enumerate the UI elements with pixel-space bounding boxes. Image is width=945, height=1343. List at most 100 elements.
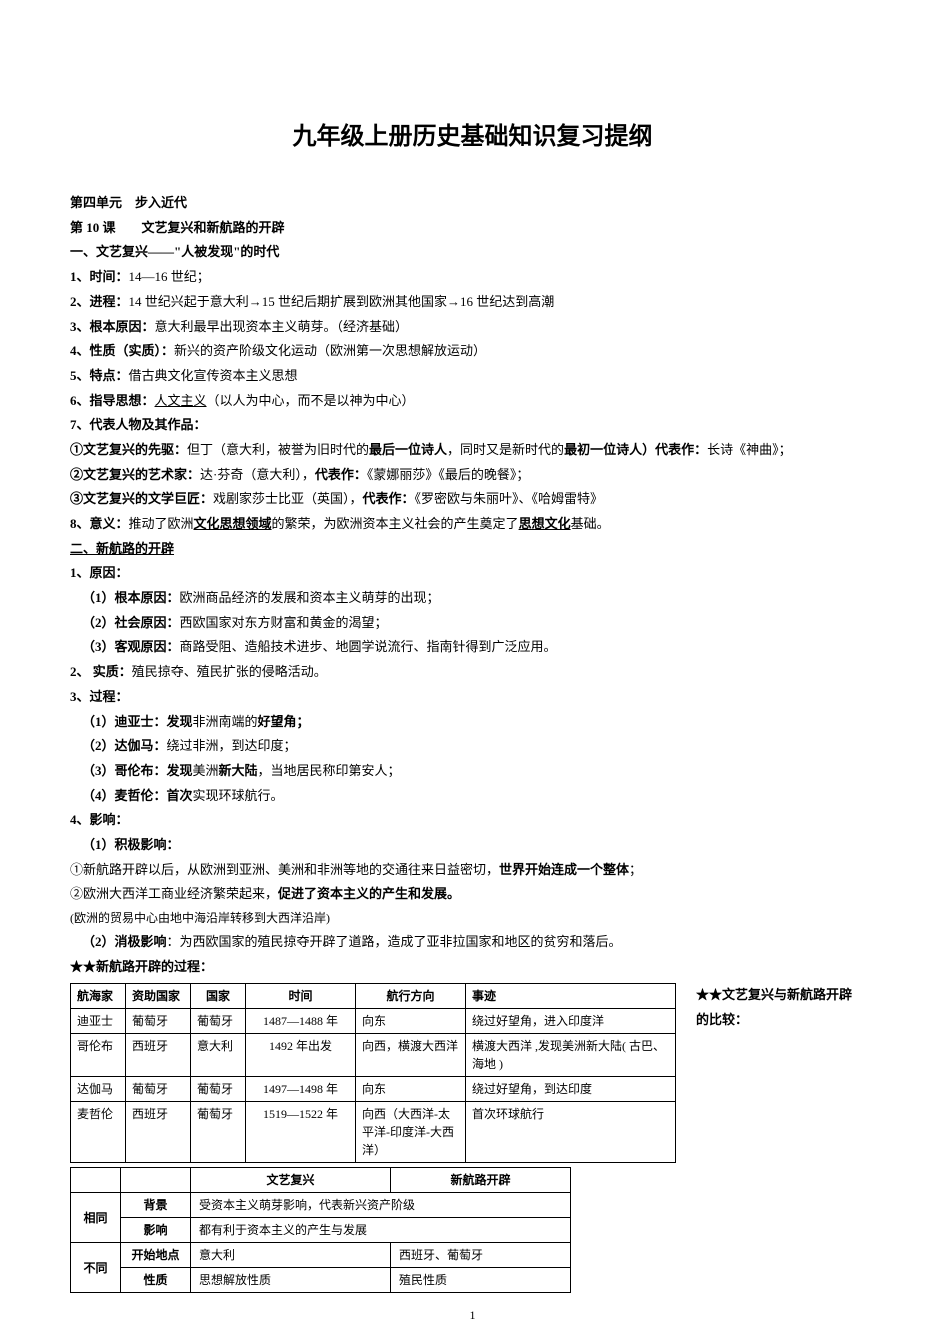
group-cell: 相同 xyxy=(71,1193,121,1243)
table-header: 新航路开辟 xyxy=(391,1168,571,1193)
text: 欧洲商品经济的发展和资本主义萌芽的出现； xyxy=(180,590,440,605)
label-cell: 开始地点 xyxy=(121,1243,191,1268)
emph: 新大陆 xyxy=(219,763,258,778)
comparison-table: 文艺复兴新航路开辟相同背景受资本主义萌芽影响，代表新兴资产阶级影响都有利于资本主… xyxy=(70,1167,571,1293)
text: ； xyxy=(629,862,642,877)
q1c: （3）客观原因：商路受阻、造船技术进步、地圆学说流行、指南针得到广泛应用。 xyxy=(82,635,875,660)
table-header: 资助国家 xyxy=(126,984,191,1009)
emph: 促进了资本主义的产生和发展。 xyxy=(278,886,460,901)
table-cell: 达伽马 xyxy=(71,1077,126,1102)
q4b: （2）消极影响：为西欧国家的殖民掠夺开辟了道路，造成了亚非拉国家和地区的贫穷和落… xyxy=(82,930,875,955)
text: 绕过非洲，到达印度； xyxy=(167,738,297,753)
table-row-wrap: 航海家资助国家国家时间航行方向事迹迪亚士葡萄牙葡萄牙1487—1488 年向东绕… xyxy=(70,979,875,1163)
label-cell: 背景 xyxy=(121,1193,191,1218)
table1-caption: ★★新航路开辟的过程： xyxy=(70,955,875,980)
emph: 好望角； xyxy=(258,714,310,729)
label: ②文艺复兴的艺术家： xyxy=(70,467,200,482)
table-cell: 西班牙 xyxy=(126,1102,191,1163)
text: 《蒙娜丽莎》《最后的晚餐》； xyxy=(367,467,530,482)
table-header xyxy=(71,1168,121,1193)
table-cell: 向东 xyxy=(356,1077,466,1102)
table-cell: 西班牙 xyxy=(126,1034,191,1077)
table-cell: 绕过好望角，到达印度 xyxy=(466,1077,676,1102)
table-cell: 思想解放性质 xyxy=(191,1268,391,1293)
point-4: 4、性质（实质）：新兴的资产阶级文化运动（欧洲第一次思想解放运动） xyxy=(70,339,875,364)
navigators-table: 航海家资助国家国家时间航行方向事迹迪亚士葡萄牙葡萄牙1487—1488 年向东绕… xyxy=(70,983,676,1163)
q1: 1、原因： xyxy=(70,561,875,586)
section2-heading: 二、新航路的开辟 xyxy=(70,537,875,562)
table-cell: 首次环球航行 xyxy=(466,1102,676,1163)
point-8: 8、意义：推动了欧洲文化思想领域的繁荣，为欧洲资本主义社会的产生奠定了思想文化基… xyxy=(70,512,875,537)
label: 6、指导思想： xyxy=(70,393,155,408)
text: ①新航路开辟以后，从欧洲到亚洲、美洲和非洲等地的交通往来日益密切， xyxy=(70,862,499,877)
point-7b: ②文艺复兴的艺术家：达·芬奇（意大利），代表作：《蒙娜丽莎》《最后的晚餐》； xyxy=(70,463,875,488)
q3a: （1）迪亚士：发现非洲南端的好望角； xyxy=(82,710,875,735)
table-cell: 哥伦布 xyxy=(71,1034,126,1077)
table-header: 国家 xyxy=(191,984,246,1009)
emph: 最初一位诗人 xyxy=(564,442,642,457)
text: 殖民掠夺、殖民扩张的侵略活动。 xyxy=(132,664,327,679)
label: 3、根本原因： xyxy=(70,319,155,334)
table-cell: 殖民性质 xyxy=(391,1268,571,1293)
q3: 3、过程： xyxy=(70,685,875,710)
emph: 最后一位诗人 xyxy=(369,442,447,457)
emph: 代表作： xyxy=(315,467,367,482)
q4a3: (欧洲的贸易中心由地中海沿岸转移到大西洋沿岸) xyxy=(70,907,875,930)
text: 实现环球航行。 xyxy=(193,788,284,803)
emph: 文化思想领域 xyxy=(194,516,272,531)
text: 14 世纪兴起于意大利→15 世纪后期扩展到欧洲其他国家→16 世纪达到高潮 xyxy=(129,294,555,309)
point-2: 2、进程：14 世纪兴起于意大利→15 世纪后期扩展到欧洲其他国家→16 世纪达… xyxy=(70,290,875,315)
text: 14—16 世纪； xyxy=(129,269,210,284)
table-header: 事迹 xyxy=(466,984,676,1009)
table-cell: 1519—1522 年 xyxy=(246,1102,356,1163)
text: 基础。 xyxy=(571,516,610,531)
point-5: 5、特点：借古典文化宣传资本主义思想 xyxy=(70,364,875,389)
text: 借古典文化宣传资本主义思想 xyxy=(129,368,298,383)
emph: 代表作： xyxy=(363,491,415,506)
q4: 4、影响： xyxy=(70,808,875,833)
table-cell: 绕过好望角，进入印度洋 xyxy=(466,1009,676,1034)
q3b: （2）达伽马：绕过非洲，到达印度； xyxy=(82,734,875,759)
table-cell: 迪亚士 xyxy=(71,1009,126,1034)
lesson-heading: 第 10 课 文艺复兴和新航路的开辟 xyxy=(70,216,875,241)
q1a: （1）根本原因：欧洲商品经济的发展和资本主义萌芽的出现； xyxy=(82,586,875,611)
label: （4）麦哲伦：首次 xyxy=(82,788,193,803)
emph: 世界开始连成一个整体 xyxy=(499,862,629,877)
text: ②欧洲大西洋工商业经济繁荣起来， xyxy=(70,886,278,901)
text: 但丁（意大利，被誉为旧时代的 xyxy=(187,442,369,457)
table-cell: 向西，横渡大西洋 xyxy=(356,1034,466,1077)
table-cell: 葡萄牙 xyxy=(191,1009,246,1034)
table-cell: 横渡大西洋 ,发现美洲新大陆( 古巴、海地 ) xyxy=(466,1034,676,1077)
table-header xyxy=(121,1168,191,1193)
table-cell: 向西（大西洋-太平洋-印度洋-大西洋） xyxy=(356,1102,466,1163)
q3c: （3）哥伦布：发现美洲新大陆，当地居民称印第安人； xyxy=(82,759,875,784)
doc-title: 九年级上册历史基础知识复习提纲 xyxy=(70,116,875,151)
table-cell: 1487—1488 年 xyxy=(246,1009,356,1034)
point-6: 6、指导思想：人文主义（以人为中心，而不是以神为中心） xyxy=(70,389,875,414)
q4a1: ①新航路开辟以后，从欧洲到亚洲、美洲和非洲等地的交通往来日益密切，世界开始连成一… xyxy=(70,858,875,883)
table-header: 文艺复兴 xyxy=(191,1168,391,1193)
table-header: 时间 xyxy=(246,984,356,1009)
point-3: 3、根本原因：意大利最早出现资本主义萌芽。（经济基础） xyxy=(70,315,875,340)
text: 达·芬奇（意大利）， xyxy=(200,467,315,482)
table-cell: 葡萄牙 xyxy=(191,1077,246,1102)
table-cell: 1497—1498 年 xyxy=(246,1077,356,1102)
label: 5、特点： xyxy=(70,368,129,383)
unit-heading: 第四单元 步入近代 xyxy=(70,191,875,216)
table-cell: 葡萄牙 xyxy=(191,1102,246,1163)
label: 8、意义： xyxy=(70,516,129,531)
underline-text: 二、新航路的开辟 xyxy=(70,541,174,556)
table-cell: 1492 年出发 xyxy=(246,1034,356,1077)
table-cell: 受资本主义萌芽影响，代表新兴资产阶级 xyxy=(191,1193,571,1218)
text: 戏剧家莎士比亚（英国）， xyxy=(213,491,363,506)
q3d: （4）麦哲伦：首次实现环球航行。 xyxy=(82,784,875,809)
q4a2: ②欧洲大西洋工商业经济繁荣起来，促进了资本主义的产生和发展。 xyxy=(70,882,875,907)
group-cell: 不同 xyxy=(71,1243,121,1293)
text: ，当地居民称印第安人； xyxy=(258,763,401,778)
q4a: （1）积极影响： xyxy=(82,833,875,858)
text: 意大利最早出现资本主义萌芽。（经济基础） xyxy=(155,319,409,334)
text: 新兴的资产阶级文化运动（欧洲第一次思想解放运动） xyxy=(174,343,486,358)
table-cell: 都有利于资本主义的产生与发展 xyxy=(191,1218,571,1243)
table-cell: 葡萄牙 xyxy=(126,1077,191,1102)
text: 的繁荣，为欧洲资本主义社会的产生奠定了 xyxy=(272,516,519,531)
